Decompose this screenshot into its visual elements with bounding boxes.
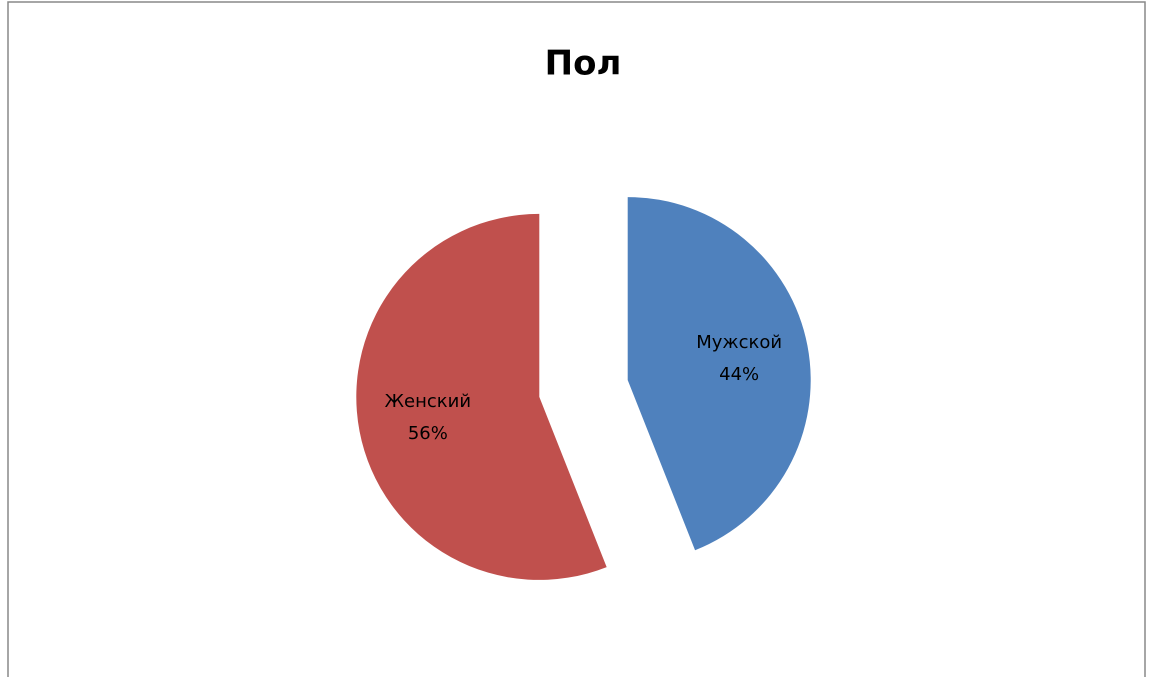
pie-slice bbox=[627, 197, 811, 551]
slice-value-label: 44% bbox=[719, 364, 759, 385]
slice-category-label: Мужской bbox=[696, 332, 782, 353]
slice-category-label: Женский bbox=[385, 391, 471, 412]
chart-title: Пол bbox=[545, 44, 622, 84]
pie-slice bbox=[356, 213, 607, 580]
slice-value-label: 56% bbox=[408, 423, 448, 444]
